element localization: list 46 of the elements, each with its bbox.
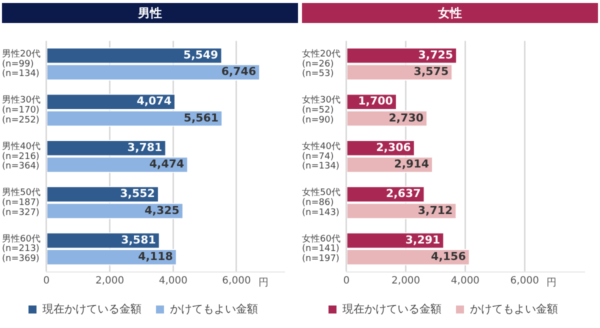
x-tick-label: 2,000	[95, 276, 124, 287]
x-tick-label: 2,000	[392, 276, 420, 287]
chart-title: 女性	[302, 3, 598, 23]
data-label: 2,914	[394, 158, 430, 171]
legend-label: かけてもよい金額	[470, 302, 558, 316]
y-tick-label: 女性30代 (n=52) (n=90)	[302, 94, 340, 126]
x-tick-label: 4,000	[450, 276, 480, 287]
y-tick-label: 男性60代 (n=213) (n=369)	[2, 233, 40, 264]
data-label: 4,156	[431, 250, 466, 264]
y-tick-label: 男性30代 (n=170) (n=252)	[2, 94, 40, 126]
data-label: 3,291	[405, 233, 440, 246]
data-label: 2,306	[376, 140, 412, 154]
data-label: 4,325	[144, 204, 180, 217]
y-tick-label: 女性20代 (n=26) (n=53)	[302, 48, 340, 80]
data-label: 2,637	[386, 187, 421, 200]
data-label: 4,474	[149, 158, 184, 171]
data-label: 4,074	[136, 94, 172, 108]
legend-label: 現在かけている金額	[342, 302, 442, 316]
x-axis-title: 円	[258, 278, 268, 289]
data-label: 3,781	[127, 140, 162, 154]
x-axis-title: 円	[546, 278, 557, 289]
y-tick-label: 女性50代 (n=86) (n=143)	[302, 187, 340, 218]
y-tick-label: 男性20代 (n=99) (n=134)	[2, 48, 40, 80]
data-label: 5,549	[183, 48, 218, 62]
data-label: 2,730	[388, 111, 424, 124]
legend-label: かけてもよい金額	[170, 302, 258, 316]
y-tick-label: 女性60代 (n=141) (n=197)	[302, 233, 340, 264]
chart-title: 男性	[2, 3, 298, 23]
y-tick-label: 女性40代 (n=74) (n=134)	[302, 140, 340, 172]
data-label: 3,712	[418, 204, 453, 217]
y-tick-label: 男性50代 (n=187) (n=327)	[2, 187, 40, 218]
x-tick-label: 0	[343, 276, 350, 287]
x-tick-label: 0	[43, 276, 50, 287]
data-label: 5,561	[184, 111, 219, 124]
data-label: 6,746	[221, 65, 256, 78]
data-label: 4,118	[138, 250, 173, 264]
x-tick-label: 6,000	[510, 276, 539, 287]
data-label: 3,581	[121, 233, 156, 246]
data-label: 3,725	[418, 48, 454, 62]
data-label: 3,575	[414, 65, 449, 78]
data-label: 1,700	[358, 94, 394, 108]
legend-label: 現在かけている金額	[42, 302, 142, 316]
y-tick-label: 男性40代 (n=216) (n=364)	[2, 140, 40, 172]
data-label: 3,552	[120, 187, 155, 200]
x-tick-label: 6,000	[222, 276, 251, 287]
x-tick-label: 4,000	[158, 276, 188, 287]
